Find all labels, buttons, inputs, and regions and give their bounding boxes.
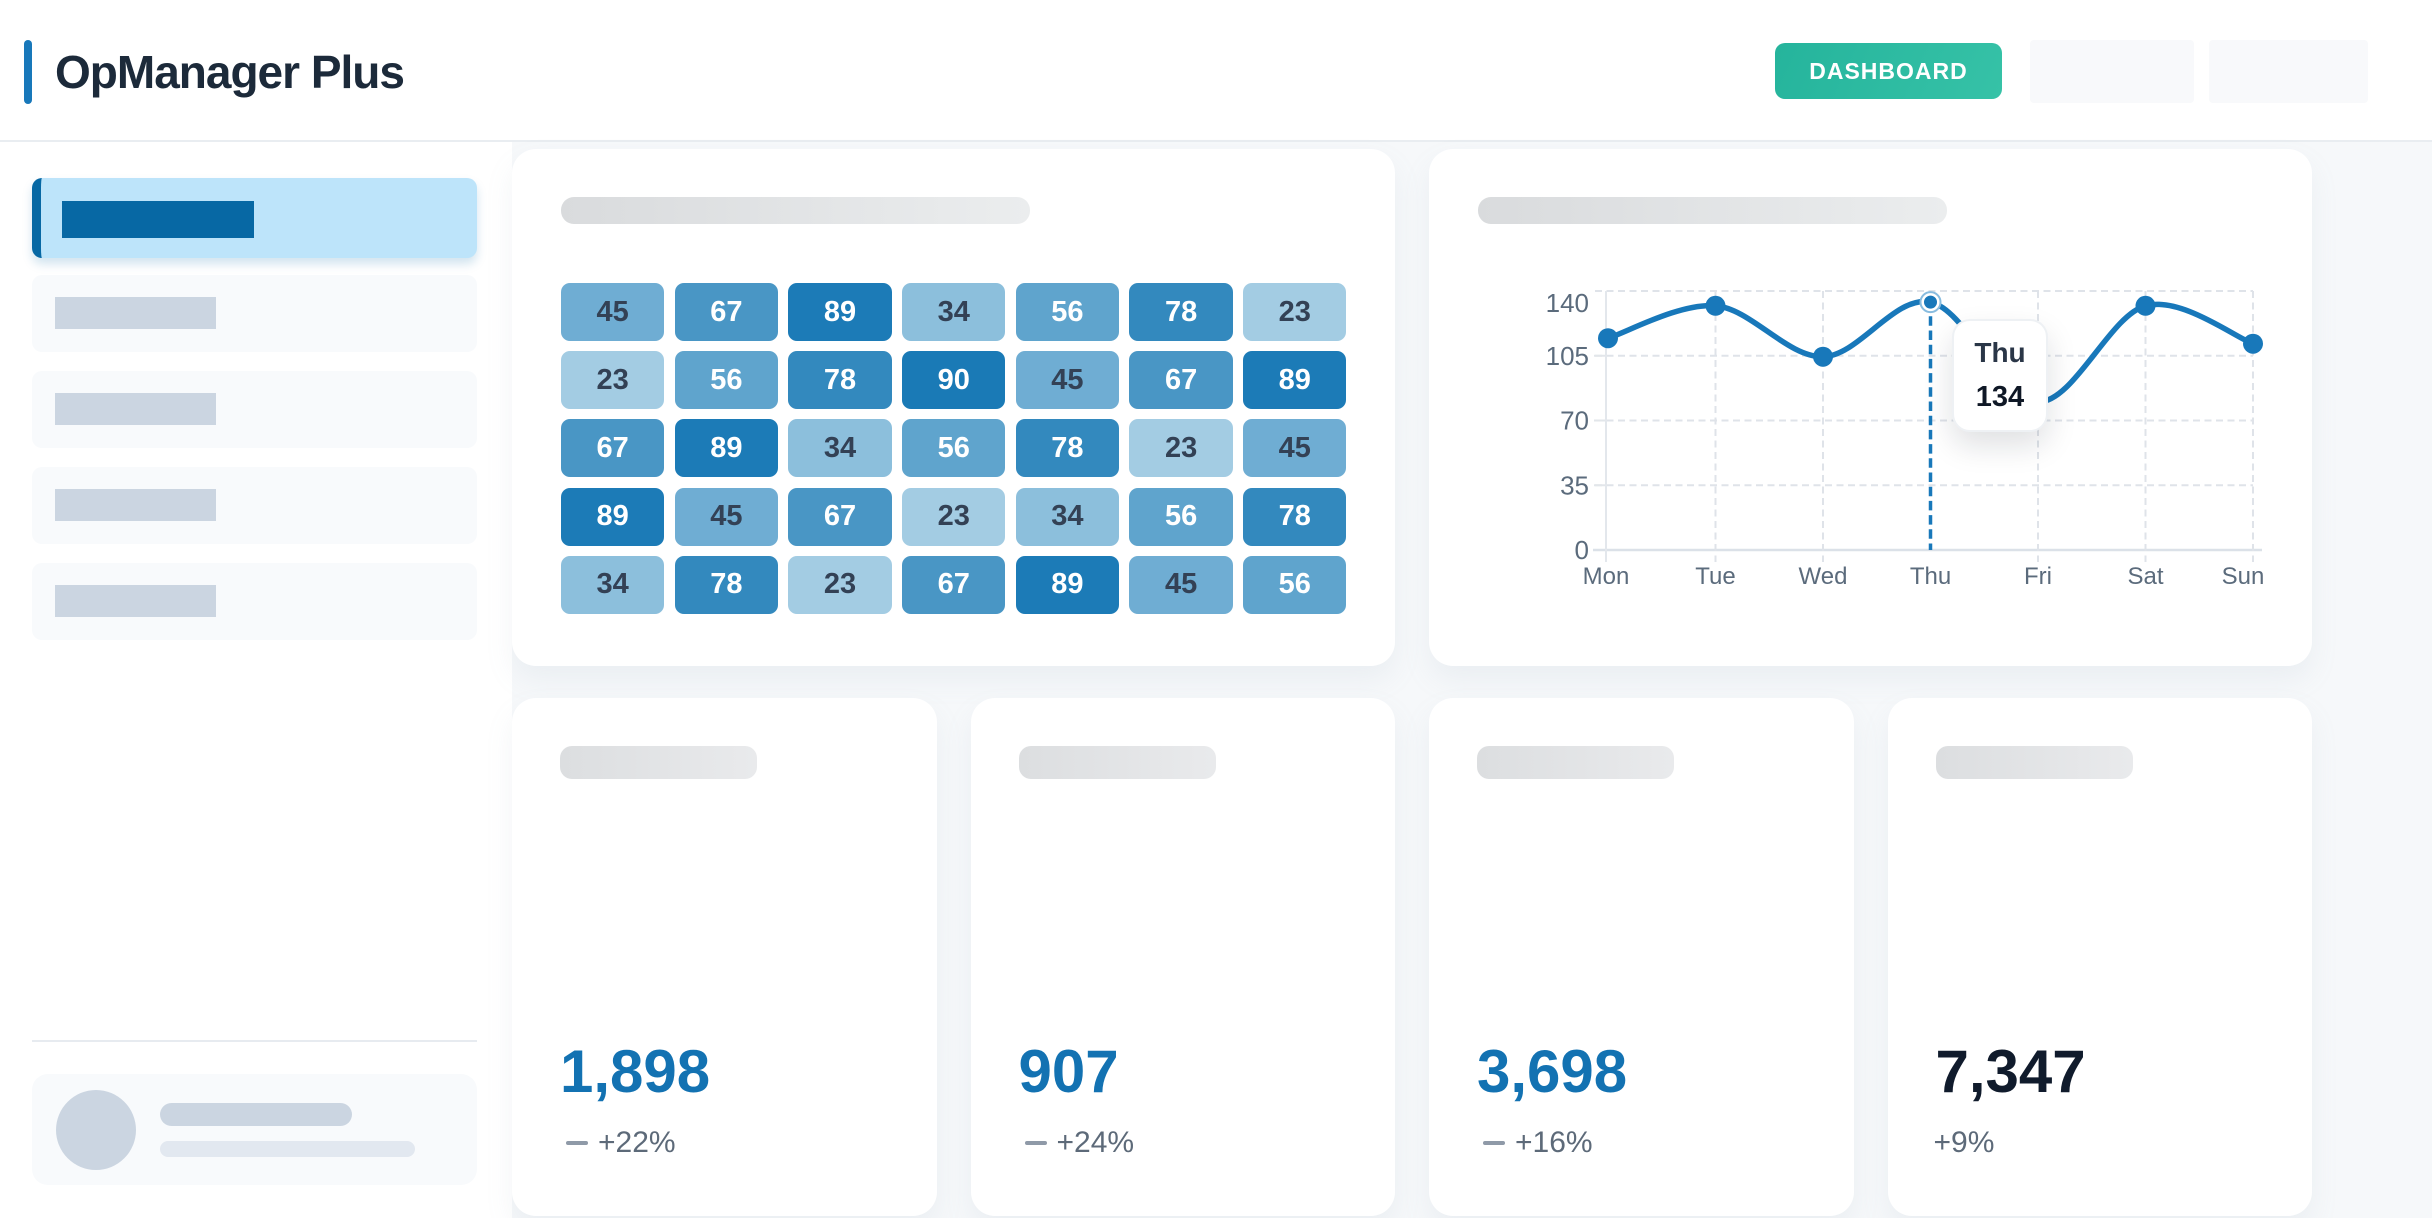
svg-text:0: 0 <box>1575 535 1589 565</box>
svg-text:Tue: Tue <box>1695 563 1735 590</box>
svg-text:70: 70 <box>1560 406 1589 436</box>
svg-text:Mon: Mon <box>1583 563 1630 590</box>
svg-text:Wed: Wed <box>1799 563 1848 590</box>
svg-text:Thu: Thu <box>1910 563 1951 590</box>
svg-text:105: 105 <box>1546 341 1589 371</box>
svg-text:Fri: Fri <box>2024 563 2052 590</box>
svg-text:Sun: Sun <box>2222 563 2265 590</box>
svg-text:35: 35 <box>1560 471 1589 501</box>
svg-text:140: 140 <box>1546 288 1589 318</box>
svg-text:Sat: Sat <box>2127 563 2163 590</box>
